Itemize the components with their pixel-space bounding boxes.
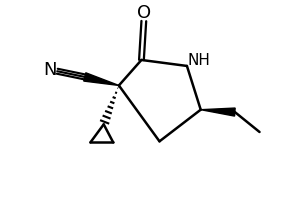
Text: NH: NH <box>187 53 210 68</box>
Polygon shape <box>201 108 235 116</box>
Text: O: O <box>137 4 151 22</box>
Text: N: N <box>44 61 57 79</box>
Polygon shape <box>84 73 119 85</box>
